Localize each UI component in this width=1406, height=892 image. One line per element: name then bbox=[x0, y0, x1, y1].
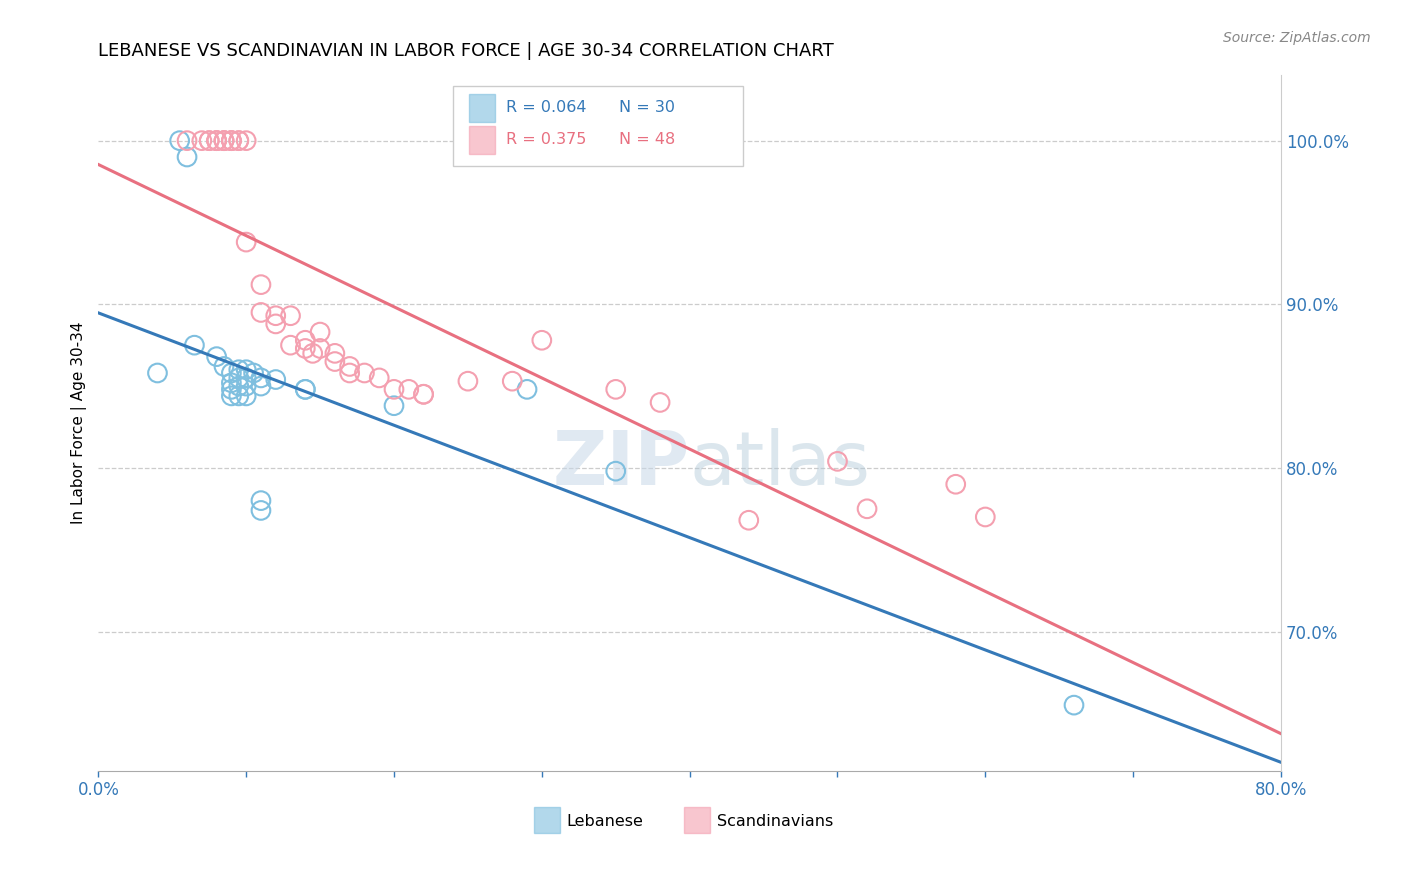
Point bbox=[353, 366, 375, 380]
Point bbox=[412, 387, 434, 401]
FancyBboxPatch shape bbox=[468, 126, 495, 153]
Point bbox=[264, 372, 287, 386]
Point bbox=[412, 387, 434, 401]
Text: LEBANESE VS SCANDINAVIAN IN LABOR FORCE | AGE 30-34 CORRELATION CHART: LEBANESE VS SCANDINAVIAN IN LABOR FORCE … bbox=[98, 42, 834, 60]
Point bbox=[198, 134, 221, 148]
Text: R = 0.375: R = 0.375 bbox=[506, 132, 586, 146]
FancyBboxPatch shape bbox=[468, 94, 495, 122]
Point bbox=[827, 454, 849, 468]
Point bbox=[280, 309, 302, 323]
Point bbox=[221, 376, 243, 390]
Point bbox=[250, 493, 273, 508]
Point bbox=[339, 359, 361, 374]
Point bbox=[242, 366, 264, 380]
Point bbox=[648, 395, 671, 409]
Point bbox=[264, 309, 287, 323]
Point bbox=[212, 134, 235, 148]
Text: N = 48: N = 48 bbox=[619, 132, 675, 146]
Point bbox=[250, 371, 273, 385]
Text: Scandinavians: Scandinavians bbox=[717, 814, 834, 829]
Point bbox=[974, 510, 997, 524]
Point bbox=[212, 134, 235, 148]
Point bbox=[250, 277, 273, 292]
Point bbox=[250, 503, 273, 517]
Point bbox=[516, 382, 538, 396]
Point bbox=[301, 346, 323, 360]
Point bbox=[323, 346, 346, 360]
Point bbox=[368, 371, 391, 385]
Point bbox=[205, 134, 228, 148]
Point bbox=[228, 371, 250, 385]
Point bbox=[169, 134, 191, 148]
Point bbox=[212, 359, 235, 374]
Point bbox=[856, 501, 879, 516]
Point bbox=[605, 382, 627, 396]
Point bbox=[605, 464, 627, 478]
Text: Lebanese: Lebanese bbox=[567, 814, 644, 829]
Point bbox=[945, 477, 967, 491]
Point bbox=[738, 513, 761, 527]
Point bbox=[235, 134, 257, 148]
Point bbox=[228, 389, 250, 403]
Point bbox=[235, 379, 257, 393]
Point bbox=[205, 134, 228, 148]
FancyBboxPatch shape bbox=[533, 806, 560, 833]
Point bbox=[221, 366, 243, 380]
Point bbox=[228, 134, 250, 148]
Point bbox=[221, 382, 243, 396]
Point bbox=[294, 382, 316, 396]
Point bbox=[191, 134, 214, 148]
Point bbox=[212, 134, 235, 148]
Point bbox=[176, 134, 198, 148]
Point bbox=[294, 342, 316, 356]
Point bbox=[221, 134, 243, 148]
Point bbox=[250, 379, 273, 393]
Point bbox=[323, 354, 346, 368]
Point bbox=[235, 389, 257, 403]
Point bbox=[309, 342, 332, 356]
Point bbox=[183, 338, 205, 352]
Point bbox=[221, 134, 243, 148]
Point bbox=[501, 374, 523, 388]
Point bbox=[235, 235, 257, 249]
Point bbox=[309, 325, 332, 339]
Point bbox=[530, 333, 553, 347]
Text: ZIP: ZIP bbox=[553, 428, 690, 501]
Point bbox=[280, 338, 302, 352]
Point bbox=[205, 350, 228, 364]
Point bbox=[235, 362, 257, 376]
Point bbox=[228, 379, 250, 393]
Point bbox=[228, 362, 250, 376]
Point bbox=[339, 366, 361, 380]
Point bbox=[228, 134, 250, 148]
Y-axis label: In Labor Force | Age 30-34: In Labor Force | Age 30-34 bbox=[72, 322, 87, 524]
Point bbox=[382, 382, 405, 396]
Point bbox=[235, 371, 257, 385]
Text: R = 0.064: R = 0.064 bbox=[506, 100, 586, 115]
Point bbox=[250, 305, 273, 319]
Point bbox=[294, 382, 316, 396]
Point bbox=[221, 134, 243, 148]
Point bbox=[398, 382, 420, 396]
Point bbox=[146, 366, 169, 380]
Point bbox=[221, 389, 243, 403]
Point bbox=[457, 374, 479, 388]
Point bbox=[198, 134, 221, 148]
Point bbox=[176, 150, 198, 164]
Text: atlas: atlas bbox=[690, 428, 870, 501]
Text: Source: ZipAtlas.com: Source: ZipAtlas.com bbox=[1223, 31, 1371, 45]
Point bbox=[264, 317, 287, 331]
Point bbox=[205, 134, 228, 148]
FancyBboxPatch shape bbox=[683, 806, 710, 833]
Point bbox=[382, 399, 405, 413]
Point bbox=[294, 333, 316, 347]
Text: N = 30: N = 30 bbox=[619, 100, 675, 115]
Point bbox=[1063, 698, 1085, 713]
FancyBboxPatch shape bbox=[453, 86, 742, 166]
